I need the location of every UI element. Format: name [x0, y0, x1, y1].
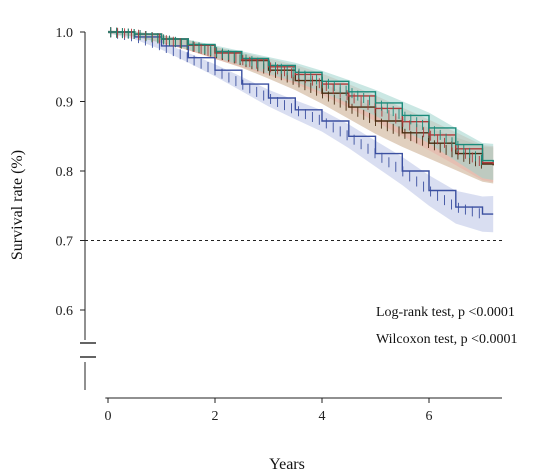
confidence-band-3: [108, 30, 494, 233]
survival-curve-0: [108, 31, 494, 162]
x-tick-label: 2: [212, 409, 219, 424]
x-axis-title: Years: [269, 456, 305, 473]
censor-marks: [110, 27, 482, 219]
x-tick-label: 4: [319, 409, 326, 424]
wilcoxon-annotation: Wilcoxon test, p <0.0001: [376, 332, 517, 347]
log-rank-annotation: Log-rank test, p <0.0001: [376, 305, 515, 320]
x-axis: 0 2 4 6: [105, 397, 502, 424]
y-tick-label: 1.0: [56, 26, 74, 41]
y-tick-label: 0.6: [56, 304, 74, 319]
confidence-bands: [108, 30, 494, 233]
confidence-band-2: [108, 30, 494, 184]
y-tick-label: 0.9: [56, 96, 74, 111]
x-tick-label: 0: [105, 409, 112, 424]
x-tick-label: 6: [426, 409, 433, 424]
y-axis: 0.6 0.7 0.8 0.9 1.0: [56, 26, 96, 390]
survival-curve-3: [108, 31, 494, 215]
y-tick-label: 0.8: [56, 165, 74, 180]
y-tick-label: 0.7: [56, 235, 74, 250]
y-axis-title: Survival rate (%): [9, 150, 26, 260]
series-lines: [108, 31, 494, 215]
